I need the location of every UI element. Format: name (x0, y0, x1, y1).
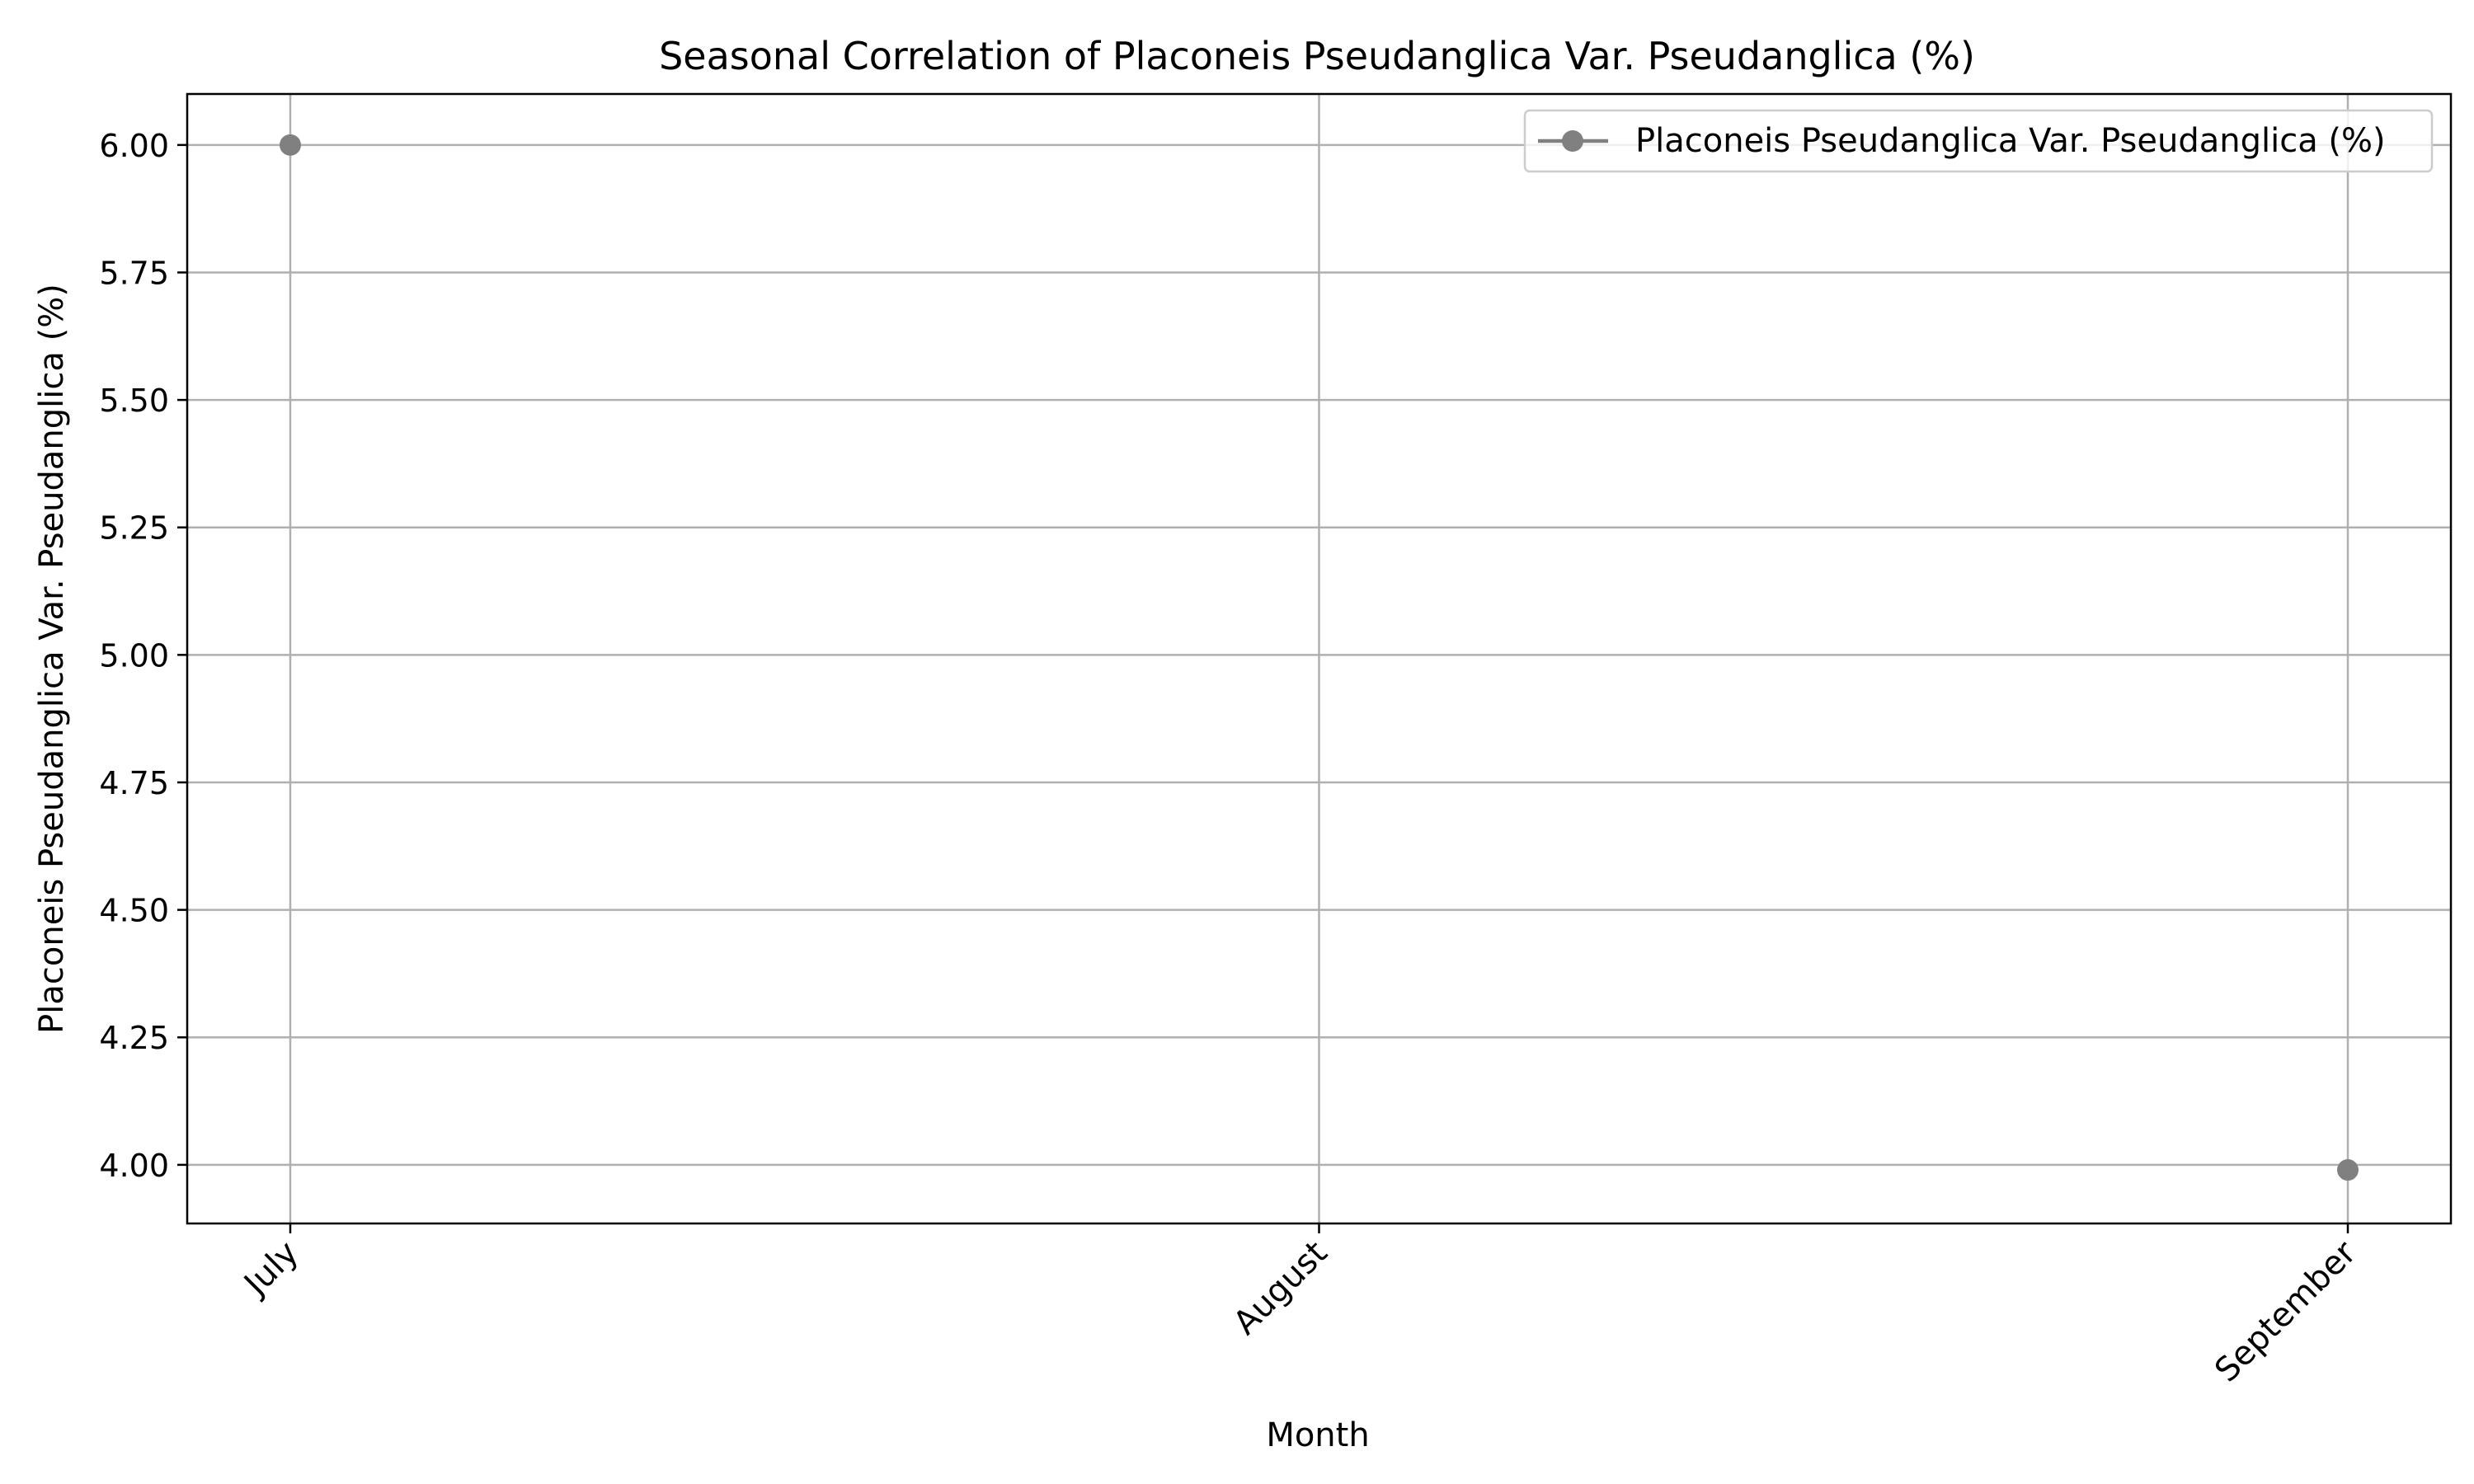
plot-area-frame (186, 92, 2453, 1225)
legend-marker-swatch (1562, 130, 1583, 152)
chart-title: Seasonal Correlation of Placoneis Pseuda… (659, 34, 1975, 78)
data-point-july (280, 134, 301, 156)
data-point-september (2337, 1159, 2359, 1181)
y-tick-label: 4.75 (99, 765, 169, 801)
y-tick-label: 5.25 (99, 510, 169, 547)
legend-label: Placoneis Pseudanglica Var. Pseudanglica… (1635, 122, 2386, 160)
y-tick-label: 5.00 (99, 637, 169, 674)
x-axis-label: Month (1266, 1416, 1369, 1454)
legend: Placoneis Pseudanglica Var. Pseudanglica… (1523, 109, 2434, 173)
y-tick-label: 4.50 (99, 893, 169, 929)
y-tick-label: 5.50 (99, 383, 169, 419)
y-tick-label: 4.25 (99, 1020, 169, 1056)
y-tick-label: 5.75 (99, 255, 169, 291)
grid-layer (187, 94, 2451, 1223)
y-tick-label: 6.00 (99, 128, 169, 164)
series-layer (280, 134, 2359, 1181)
legend-box (1523, 109, 2434, 173)
y-tick-label: 4.00 (99, 1148, 169, 1184)
y-axis-label: Placoneis Pseudanglica Var. Pseudanglica… (33, 284, 71, 1034)
